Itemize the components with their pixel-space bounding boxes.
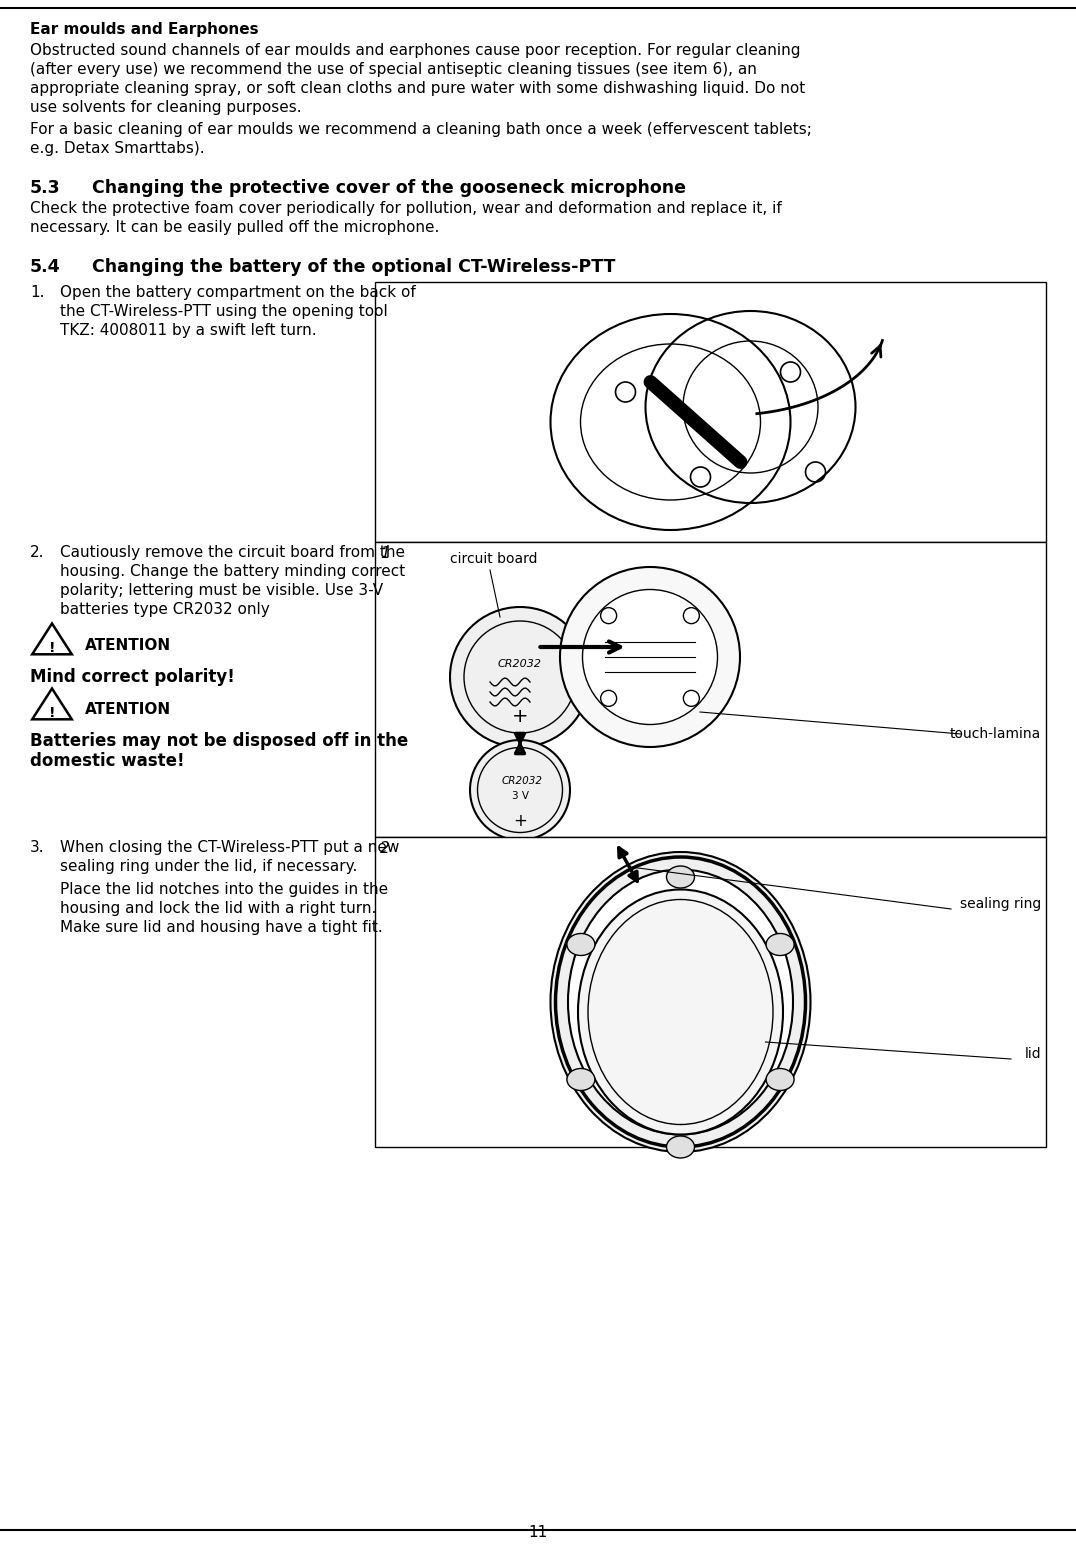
Text: circuit board: circuit board (450, 552, 538, 566)
Text: 2: 2 (380, 841, 390, 856)
Text: Obstructed sound channels of ear moulds and earphones cause poor reception. For : Obstructed sound channels of ear moulds … (30, 43, 801, 59)
Text: Check the protective foam cover periodically for pollution, wear and deformation: Check the protective foam cover periodic… (30, 201, 782, 216)
Text: For a basic cleaning of ear moulds we recommend a cleaning bath once a week (eff: For a basic cleaning of ear moulds we re… (30, 122, 812, 138)
Ellipse shape (551, 852, 810, 1152)
Text: Changing the battery of the optional CT-Wireless-PTT: Changing the battery of the optional CT-… (93, 258, 615, 277)
Text: 1.: 1. (30, 284, 44, 300)
Bar (376, 281, 1046, 543)
Text: !: ! (48, 640, 55, 654)
Text: CR2032: CR2032 (502, 776, 543, 785)
Text: +: + (512, 707, 528, 727)
Text: sealing ring: sealing ring (960, 897, 1040, 911)
Text: ATENTION: ATENTION (85, 702, 171, 717)
Bar (376, 836, 1046, 1147)
Text: Cautiously remove the circuit board from the: Cautiously remove the circuit board from… (60, 546, 405, 560)
Text: Open the battery compartment on the back of: Open the battery compartment on the back… (60, 284, 415, 300)
Text: 5.3: 5.3 (30, 179, 60, 196)
Text: 11: 11 (528, 1524, 548, 1540)
Text: necessary. It can be easily pulled off the microphone.: necessary. It can be easily pulled off t… (30, 220, 439, 235)
Ellipse shape (666, 866, 694, 887)
Text: When closing the CT-Wireless-PTT put a new: When closing the CT-Wireless-PTT put a n… (60, 839, 399, 855)
Text: batteries type CR2032 only: batteries type CR2032 only (60, 601, 270, 617)
Ellipse shape (567, 934, 595, 955)
Text: e.g. Detax Smarttabs).: e.g. Detax Smarttabs). (30, 141, 204, 156)
Text: 3 V: 3 V (512, 792, 529, 801)
Text: sealing ring under the lid, if necessary.: sealing ring under the lid, if necessary… (60, 860, 357, 873)
Ellipse shape (568, 869, 793, 1135)
Text: Ear moulds and Earphones: Ear moulds and Earphones (30, 22, 258, 37)
Text: (after every use) we recommend the use of special antiseptic cleaning tissues (s: (after every use) we recommend the use o… (30, 62, 756, 77)
Text: polarity; lettering must be visible. Use 3-V: polarity; lettering must be visible. Use… (60, 583, 383, 598)
Ellipse shape (567, 1068, 595, 1090)
Text: 1: 1 (380, 546, 390, 561)
Text: +: + (513, 812, 527, 830)
Text: appropriate cleaning spray, or soft clean cloths and pure water with some dishwa: appropriate cleaning spray, or soft clea… (30, 80, 805, 96)
Ellipse shape (766, 1068, 794, 1090)
Text: touch-lamina: touch-lamina (950, 727, 1040, 741)
Text: Mind correct polarity!: Mind correct polarity! (30, 668, 235, 685)
Bar (376, 543, 1046, 836)
Text: 2.: 2. (30, 546, 44, 560)
Text: Place the lid notches into the guides in the: Place the lid notches into the guides in… (60, 883, 388, 897)
Circle shape (582, 589, 718, 725)
Text: the CT-Wireless-PTT using the opening tool: the CT-Wireless-PTT using the opening to… (60, 305, 387, 318)
Text: use solvents for cleaning purposes.: use solvents for cleaning purposes. (30, 100, 301, 114)
Text: lid: lid (1024, 1047, 1040, 1061)
Text: Make sure lid and housing have a tight fit.: Make sure lid and housing have a tight f… (60, 920, 383, 935)
Circle shape (450, 608, 590, 747)
Text: Changing the protective cover of the gooseneck microphone: Changing the protective cover of the goo… (93, 179, 686, 196)
Text: !: ! (48, 705, 55, 720)
Text: 3.: 3. (30, 839, 44, 855)
Ellipse shape (666, 1136, 694, 1158)
Text: TKZ: 4008011 by a swift left turn.: TKZ: 4008011 by a swift left turn. (60, 323, 316, 339)
Text: housing and lock the lid with a right turn.: housing and lock the lid with a right tu… (60, 901, 377, 915)
Text: ATENTION: ATENTION (85, 637, 171, 652)
Ellipse shape (578, 889, 783, 1135)
Circle shape (560, 567, 740, 747)
Text: Batteries may not be disposed off in the: Batteries may not be disposed off in the (30, 733, 408, 750)
Text: CR2032: CR2032 (498, 659, 542, 669)
Text: housing. Change the battery minding correct: housing. Change the battery minding corr… (60, 564, 406, 580)
Circle shape (470, 741, 570, 839)
Text: domestic waste!: domestic waste! (30, 751, 185, 770)
Text: 5.4: 5.4 (30, 258, 60, 277)
Ellipse shape (766, 934, 794, 955)
